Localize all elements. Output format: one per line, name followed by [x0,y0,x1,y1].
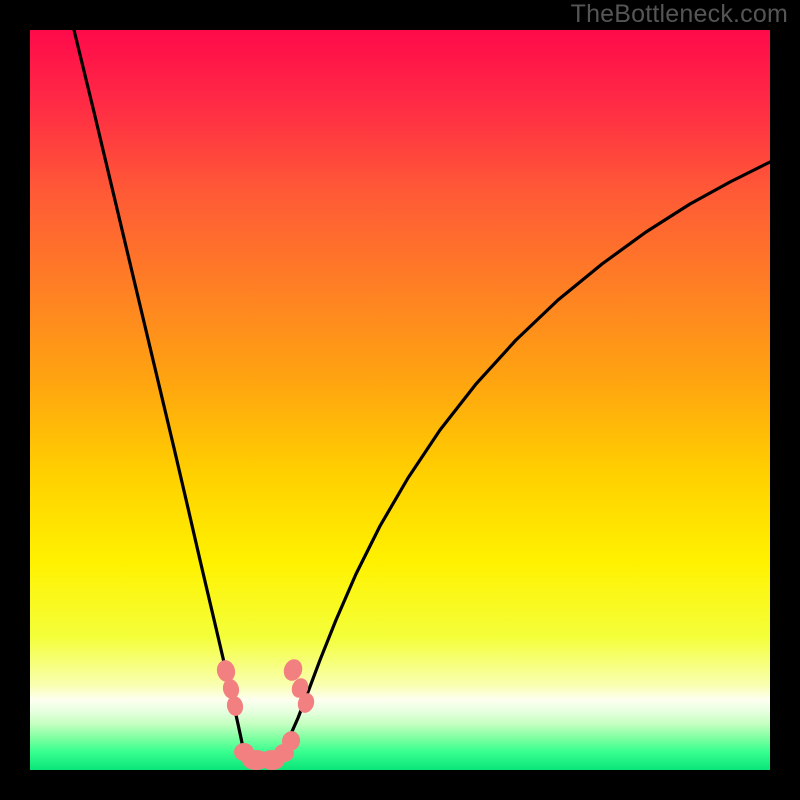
bottleneck-curve [74,30,770,761]
blob-group-left-cluster [215,658,245,717]
chart-frame: TheBottleneck.com [0,0,800,800]
curve-layer [30,30,770,770]
watermark-text: TheBottleneck.com [571,0,788,29]
blob-ellipse [225,695,245,718]
blob-ellipse [215,658,238,684]
blob-group-bottom-lobe [234,729,302,770]
plot-area [30,30,770,770]
